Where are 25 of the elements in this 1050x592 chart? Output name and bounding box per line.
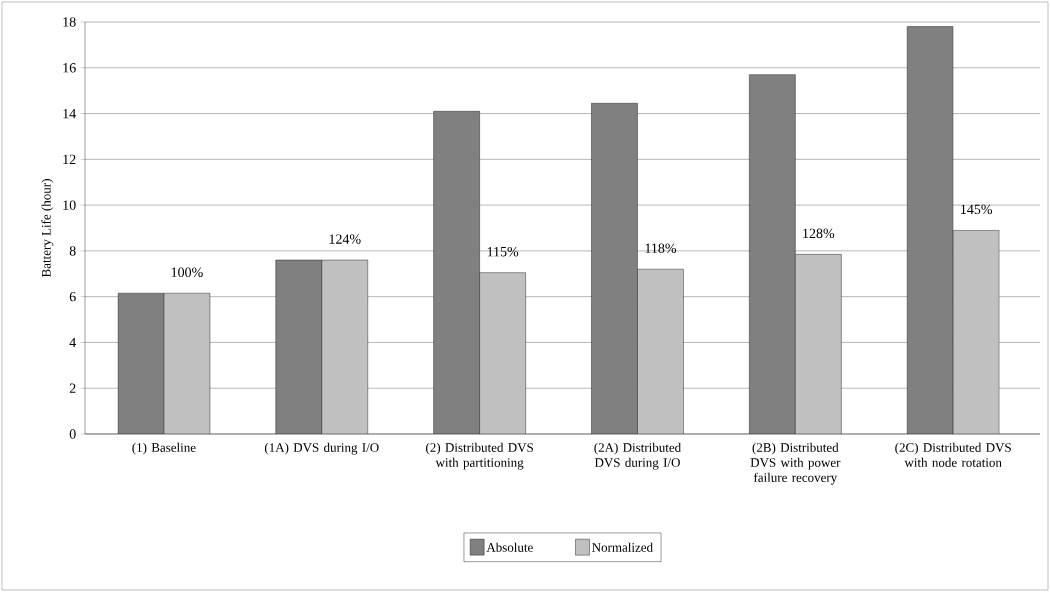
x-tick-label: (2B) Distributed DVS with power failure recovery	[750, 442, 841, 485]
y-tick-label: 2	[69, 383, 76, 393]
legend-label: Absolute	[486, 542, 533, 552]
annotation: 115%	[487, 246, 519, 257]
x-tick-label: (2) Distributed DVS with partitioning	[426, 442, 533, 470]
y-tick-label: 0	[69, 429, 76, 439]
y-axis-title: Battery Life (hour)	[41, 179, 54, 278]
y-tick-label: 16	[63, 63, 76, 73]
x-tick-label: (1) Baseline	[132, 442, 196, 455]
annotation: 118%	[645, 243, 677, 253]
annotation: 100%	[171, 267, 203, 278]
annotation: 128%	[803, 228, 835, 239]
y-tick-label: 14	[63, 108, 76, 119]
y-tick-label: 6	[69, 291, 76, 302]
annotation: 145%	[961, 204, 993, 215]
x-tick-label: (1A) DVS during I/O	[264, 442, 379, 455]
x-tick-label: (2A) Distributed DVS during I/O	[594, 442, 682, 470]
y-tick-label: 12	[63, 154, 76, 164]
y-tick-label: 4	[69, 337, 76, 348]
legend-label: Normalized	[592, 542, 653, 552]
y-tick-label: 8	[69, 246, 76, 256]
annotation: 124%	[329, 234, 361, 244]
y-tick-label: 10	[63, 200, 76, 210]
x-tick-label: (2C) Distributed DVS with node rotation	[895, 442, 1011, 467]
y-tick-label: 18	[63, 17, 76, 27]
